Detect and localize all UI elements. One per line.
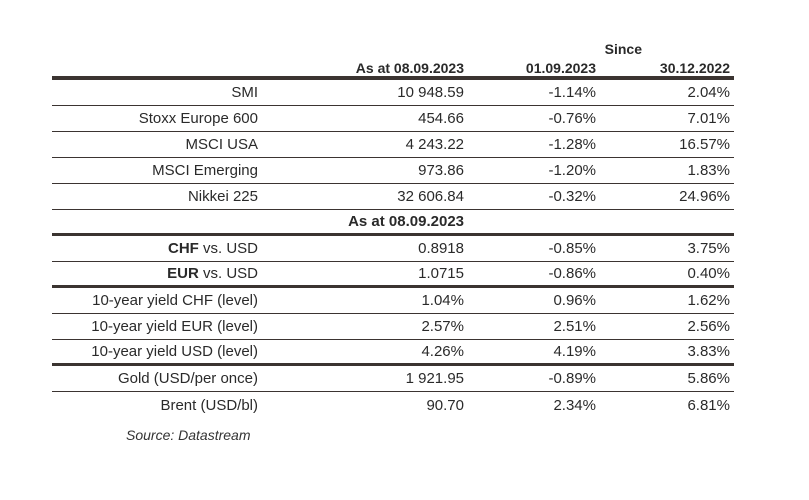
row-value: 454.66 <box>418 110 464 127</box>
subheader-as-at: As at 08.09.2023 <box>348 213 464 230</box>
row-value: 4 243.22 <box>405 136 464 153</box>
row-value: 1.04% <box>421 292 464 309</box>
row-since-week: -0.76% <box>548 110 596 127</box>
row-label: 10-year yield EUR (level) <box>91 318 258 335</box>
row-value: 2.57% <box>421 318 464 335</box>
row-since-week: 4.19% <box>553 343 596 360</box>
row-since-week: -1.28% <box>548 136 596 153</box>
table-row: Gold (USD/per once) 1 921.95 -0.89% 5.86… <box>52 366 734 392</box>
row-label: Nikkei 225 <box>187 188 258 205</box>
row-value: 10 948.59 <box>397 84 464 101</box>
row-label: SMI <box>231 84 258 101</box>
table-row: SMI 10 948.59 -1.14% 2.04% <box>52 80 734 106</box>
row-since-week: -1.20% <box>548 162 596 179</box>
row-since-week: 0.96% <box>553 292 596 309</box>
row-label: Brent (USD/bl) <box>160 396 258 414</box>
row-value: 1 921.95 <box>405 370 464 387</box>
row-since-week: 2.51% <box>553 318 596 335</box>
row-value: 32 606.84 <box>397 188 464 205</box>
row-label: 10-year yield USD (level) <box>91 343 258 360</box>
row-label: MSCI USA <box>185 136 258 153</box>
row-since-ytd: 16.57% <box>679 136 730 153</box>
row-since-ytd: 3.75% <box>687 240 730 257</box>
table-row: Brent (USD/bl) 90.70 2.34% 6.81% <box>52 392 734 418</box>
row-label: Stoxx Europe 600 <box>138 110 258 127</box>
column-header-row: As at 08.09.2023 01.09.2023 30.12.2022 <box>52 60 734 80</box>
row-value: 1.0715 <box>418 265 464 282</box>
row-since-ytd: 1.62% <box>687 292 730 309</box>
row-since-week: -0.86% <box>548 265 596 282</box>
table-row: 10-year yield USD (level) 4.26% 4.19% 3.… <box>52 340 734 366</box>
table-row: CHF vs. USD 0.8918 -0.85% 3.75% <box>52 236 734 262</box>
row-label: MSCI Emerging <box>152 162 258 179</box>
source-note: Source: Datastream <box>126 427 251 443</box>
row-since-week: -0.32% <box>548 188 596 205</box>
since-label: Since <box>604 41 642 57</box>
row-label: CHF vs. USD <box>52 240 262 257</box>
row-since-ytd: 24.96% <box>679 188 730 205</box>
row-since-ytd: 1.83% <box>687 162 730 179</box>
row-since-ytd: 3.83% <box>687 343 730 360</box>
table-row: Stoxx Europe 600 454.66 -0.76% 7.01% <box>52 106 734 132</box>
currency-pair-suffix: vs. USD <box>198 265 258 282</box>
currency-code: CHF <box>167 240 199 257</box>
row-since-ytd: 2.56% <box>687 318 730 335</box>
col-header-week: 01.09.2023 <box>525 60 596 76</box>
since-header-row: Since <box>52 36 734 60</box>
col-header-as-at: As at 08.09.2023 <box>355 60 464 76</box>
currency-pair-suffix: vs. USD <box>198 240 258 257</box>
table-row: MSCI USA 4 243.22 -1.28% 16.57% <box>52 132 734 158</box>
table-row: EUR vs. USD 1.0715 -0.86% 0.40% <box>52 262 734 288</box>
table-row: 10-year yield EUR (level) 2.57% 2.51% 2.… <box>52 314 734 340</box>
col-header-ytd: 30.12.2022 <box>659 60 730 76</box>
market-data-table: Since As at 08.09.2023 01.09.2023 30.12.… <box>52 36 734 418</box>
subheader-row: As at 08.09.2023 <box>52 210 734 236</box>
row-label: 10-year yield CHF (level) <box>92 292 258 309</box>
row-since-ytd: 2.04% <box>687 84 730 101</box>
row-since-week: 2.34% <box>553 396 596 414</box>
table-row: 10-year yield CHF (level) 1.04% 0.96% 1.… <box>52 288 734 314</box>
table-row: Nikkei 225 32 606.84 -0.32% 24.96% <box>52 184 734 210</box>
row-since-week: -0.85% <box>548 240 596 257</box>
row-value: 0.8918 <box>418 240 464 257</box>
row-label: Gold (USD/per once) <box>117 370 258 387</box>
currency-code: EUR <box>167 265 199 282</box>
row-since-ytd: 6.81% <box>687 396 730 414</box>
row-value: 90.70 <box>426 396 464 414</box>
row-since-ytd: 7.01% <box>687 110 730 127</box>
row-value: 4.26% <box>421 343 464 360</box>
table-row: MSCI Emerging 973.86 -1.20% 1.83% <box>52 158 734 184</box>
row-since-week: -1.14% <box>548 84 596 101</box>
row-since-ytd: 5.86% <box>687 370 730 387</box>
row-since-ytd: 0.40% <box>687 265 730 282</box>
row-value: 973.86 <box>418 162 464 179</box>
row-label: EUR vs. USD <box>52 265 262 282</box>
row-since-week: -0.89% <box>548 370 596 387</box>
